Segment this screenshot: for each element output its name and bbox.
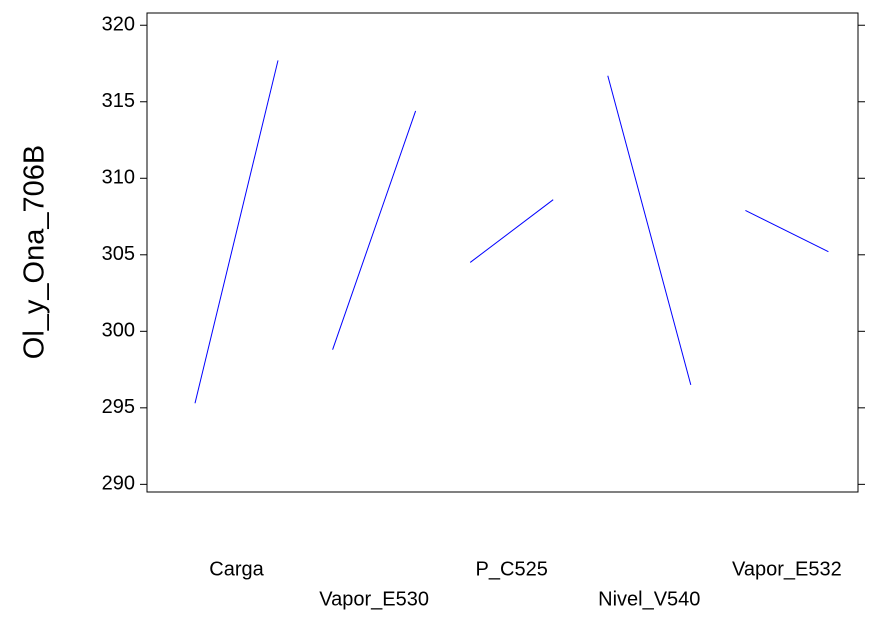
x-tick-label: Vapor_E530 (319, 588, 429, 610)
effect-line (469, 199, 554, 263)
effect-line (194, 60, 279, 404)
x-tick-label: Nivel_V540 (598, 588, 700, 610)
y-tick-label: 320 (102, 14, 135, 36)
plot-frame (146, 12, 859, 493)
y-tick-label: 300 (102, 320, 135, 342)
y-tick-label: 305 (102, 243, 135, 265)
y-tick-label: 315 (102, 90, 135, 112)
y-tick-label: 290 (102, 473, 135, 495)
x-tick-label: Carga (209, 558, 264, 580)
y-tick-label: 295 (102, 396, 135, 418)
effect-line (745, 209, 829, 253)
x-tick-label: P_C525 (476, 558, 548, 580)
x-tick-label: Vapor_E532 (732, 558, 842, 580)
effect-line (607, 75, 692, 386)
effect-line (332, 110, 417, 350)
y-tick-label: 310 (102, 167, 135, 189)
y-axis-label: Ol_y_Ona_706B (19, 145, 51, 359)
